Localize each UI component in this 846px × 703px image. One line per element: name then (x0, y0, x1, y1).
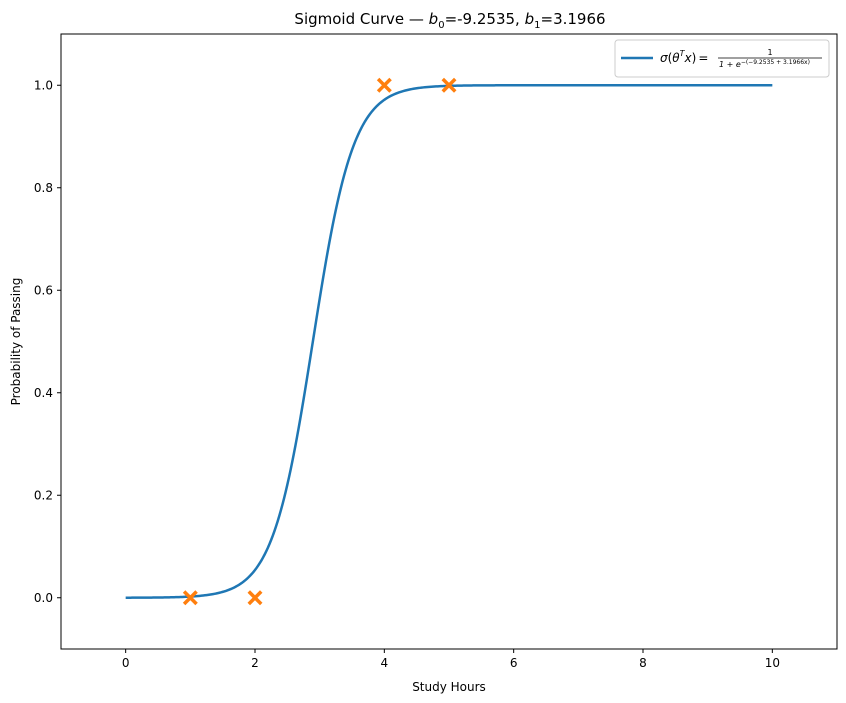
x-tick-label: 0 (122, 656, 130, 670)
title-b1-subscript: 1 (534, 20, 540, 31)
data-point-marker (182, 590, 198, 606)
title-b0-subscript: 0 (438, 20, 444, 31)
legend: σ(θTx) = 1 1 + e−(−9.2535 + 3.1966x) (614, 39, 830, 78)
x-tick-label: 8 (639, 656, 647, 670)
x-tick-label: 4 (381, 656, 389, 670)
data-point-marker (247, 590, 263, 606)
y-axis-ticks: 0.0 0.2 0.4 0.6 0.8 1.0 (34, 78, 61, 605)
y-tick-label: 0.0 (34, 591, 53, 605)
y-tick-label: 0.6 (34, 283, 53, 297)
x-tick-label: 2 (251, 656, 259, 670)
data-point-marker (441, 77, 457, 93)
title-b1-symbol: b (525, 10, 535, 28)
plot-area (60, 33, 838, 650)
data-point-marker (376, 77, 392, 93)
legend-fraction-denominator: 1 + e−(−9.2535 + 3.1966x) (719, 59, 810, 69)
x-tick-label: 6 (510, 656, 518, 670)
y-axis-label: Probability of Passing (9, 278, 23, 406)
y-tick-label: 1.0 (34, 78, 53, 92)
y-tick-label: 0.4 (34, 386, 53, 400)
y-tick-label: 0.2 (34, 488, 53, 502)
legend-fraction-numerator: 1 (767, 48, 772, 57)
chart-title: Sigmoid Curve — b0=-9.2535, b1=3.1966 (294, 10, 605, 31)
legend-box (614, 39, 830, 78)
title-prefix: Sigmoid Curve — (294, 10, 428, 28)
x-axis-label: Study Hours (412, 680, 486, 694)
title-b1-value: =3.1966 (541, 10, 606, 28)
x-axis-ticks: 0 2 4 6 8 10 (122, 649, 780, 670)
x-tick-label: 10 (765, 656, 780, 670)
title-b0-symbol: b (429, 10, 439, 28)
legend-label-lhs: σ(θTx) = (660, 49, 708, 65)
y-tick-label: 0.8 (34, 181, 53, 195)
title-b0-value: =-9.2535, (445, 10, 525, 28)
series-layer (125, 77, 773, 606)
